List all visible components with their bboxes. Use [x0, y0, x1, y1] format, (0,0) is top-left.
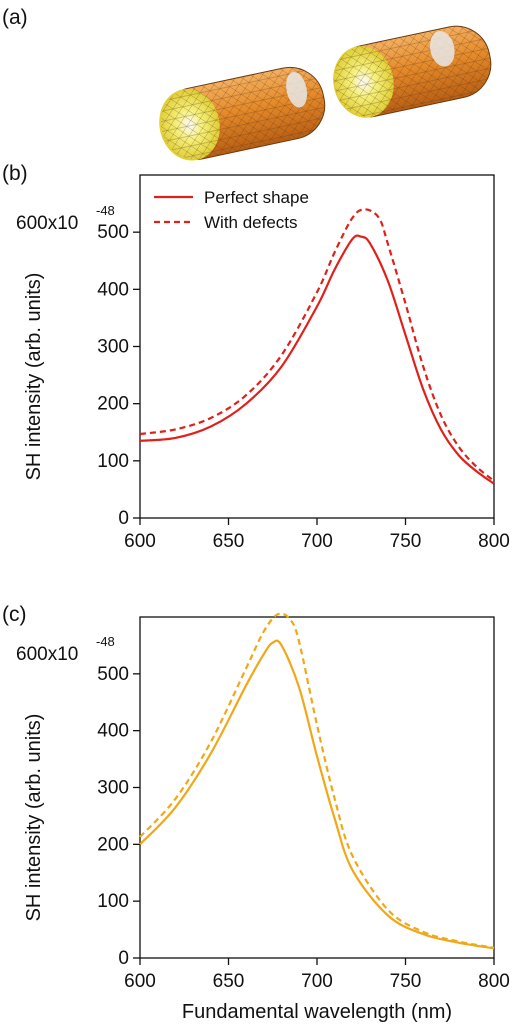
y-tick-label: 300 [97, 778, 129, 799]
y-axis-multiplier: 600x10 [16, 213, 78, 234]
y-tick-label: 200 [97, 834, 129, 855]
y-tick-label: 100 [97, 891, 129, 912]
y-tick-label: 500 [97, 222, 129, 243]
legend-label: Perfect shape [204, 188, 309, 207]
x-tick-label: 600 [124, 971, 156, 992]
x-tick-label: 750 [390, 971, 422, 992]
y-tick-label: 200 [97, 394, 129, 415]
plot-frame [139, 174, 495, 519]
series-line-dashed [139, 208, 495, 482]
x-tick-label: 650 [213, 971, 245, 992]
x-axis-title: Fundamental wavelength (nm) [182, 1001, 452, 1023]
y-tick-label: 400 [97, 721, 129, 742]
series-line-solid [139, 639, 495, 950]
y-tick-label: 0 [118, 948, 129, 969]
y-tick-label: 100 [97, 451, 129, 472]
y-axis-multiplier-exponent: -48 [96, 634, 115, 649]
x-tick-label: 700 [301, 971, 333, 992]
x-tick-label: 700 [301, 531, 333, 552]
panel-c-label: (c) [2, 603, 27, 626]
y-axis-multiplier-exponent: -48 [96, 203, 115, 218]
y-tick-label: 400 [97, 279, 129, 300]
x-tick-label: 650 [213, 531, 245, 552]
x-tick-label: 800 [478, 531, 510, 552]
panel-a-label: (a) [2, 6, 28, 29]
nanorod-right [333, 25, 492, 118]
legend-label: With defects [204, 213, 298, 232]
x-tick-label: 600 [124, 531, 156, 552]
x-tick-label: 800 [478, 971, 510, 992]
x-tick-label: 750 [390, 531, 422, 552]
y-tick-label: 500 [97, 664, 129, 685]
plot-frame [139, 616, 495, 959]
y-axis-multiplier: 600x10 [16, 644, 78, 665]
chart-c: 600 650 700 750 800 0 100 200 300 400 500 600x10 -48… [16, 612, 510, 1023]
y-axis-title: SH intensity (arb. units) [23, 273, 45, 481]
panel-b-label: (b) [2, 162, 28, 185]
series-line-dashed [139, 612, 495, 949]
chart-b: 600 650 700 750 800 0 100 200 300 400 500 600x10 -48… [16, 174, 510, 552]
y-axis-title: SH intensity (arb. units) [23, 714, 45, 922]
y-tick-label: 0 [118, 508, 129, 529]
y-tick-label: 300 [97, 337, 129, 358]
nanorod-left [159, 66, 326, 161]
series-line-solid [139, 234, 495, 485]
